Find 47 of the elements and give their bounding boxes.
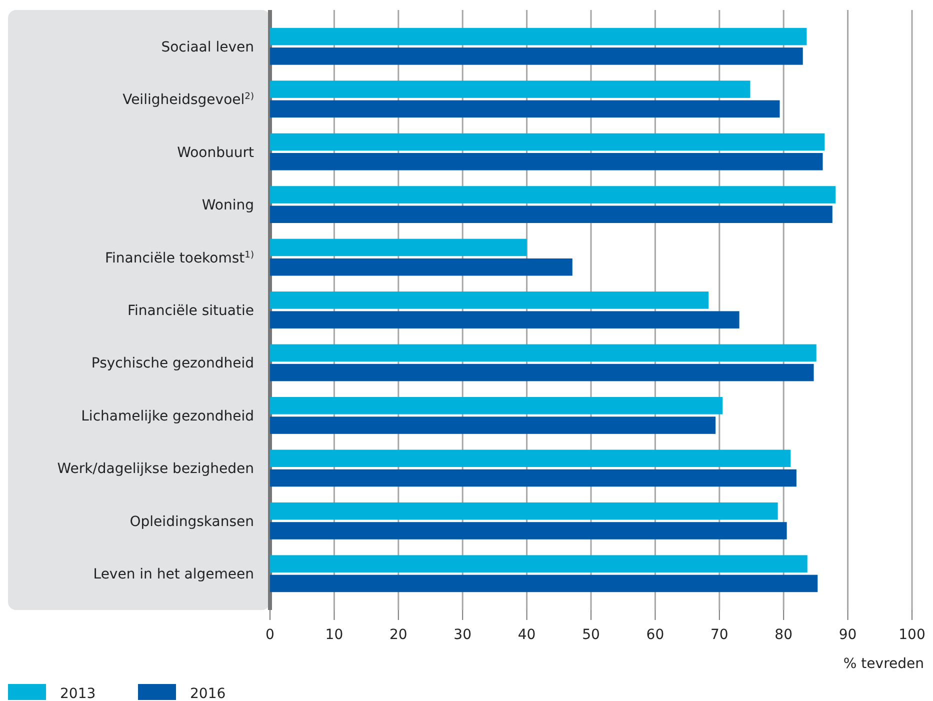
x-axis-title: % tevreden <box>843 656 924 672</box>
x-tick-label: 60 <box>646 627 664 643</box>
legend-label: 2013 <box>60 686 96 701</box>
bar <box>270 397 723 414</box>
x-tick-label: 100 <box>898 627 926 643</box>
bar <box>270 80 750 98</box>
bar <box>270 522 787 540</box>
y-tick-label: Financiële toekomst$^{1)}$ <box>104 250 254 266</box>
x-tick-label: 0 <box>266 627 274 643</box>
bar <box>270 364 814 382</box>
bar <box>270 311 740 328</box>
x-tick-label: 50 <box>582 627 600 643</box>
x-tick-label: 70 <box>710 627 728 643</box>
bar <box>270 238 527 256</box>
y-tick-label: Woonbuurt <box>177 144 255 161</box>
y-tick-label: Psychische gezondheid <box>91 356 254 372</box>
x-tick-label: 30 <box>454 627 472 643</box>
bar <box>270 186 836 204</box>
bar <box>270 28 807 46</box>
y-tick-label: Lichamelijke gezondheid <box>81 408 254 424</box>
y-tick-label: Veiligheidsgevoel$^{2)}$ <box>122 92 254 108</box>
bar <box>270 450 791 468</box>
x-tick-label: 80 <box>774 627 793 643</box>
bar <box>270 555 808 572</box>
bar <box>270 48 803 65</box>
y-tick-label: Werk/dagelijkse bezigheden <box>57 461 254 478</box>
x-tick-label: 90 <box>838 627 857 643</box>
legend-label: 2016 <box>190 686 226 701</box>
y-tick-label: Woning <box>202 198 254 214</box>
y-tick-label: Sociaal leven <box>161 39 254 56</box>
y-tick-label: Financiële situatie <box>127 303 254 319</box>
bar <box>270 133 825 151</box>
bar <box>270 502 778 520</box>
bar <box>270 292 708 309</box>
y-tick-label: Leven in het algemeen <box>93 566 254 583</box>
x-tick-label: 40 <box>518 627 536 643</box>
x-tick-label: 10 <box>325 627 344 643</box>
bar <box>270 416 716 434</box>
bar <box>270 574 818 592</box>
bar <box>270 258 572 276</box>
bar <box>270 344 816 362</box>
y-tick-label: Opleidingskansen <box>130 514 254 530</box>
bar <box>270 152 823 170</box>
bar <box>270 206 832 223</box>
x-tick-label: 20 <box>389 627 408 643</box>
bar <box>270 100 780 118</box>
bar <box>270 469 796 487</box>
